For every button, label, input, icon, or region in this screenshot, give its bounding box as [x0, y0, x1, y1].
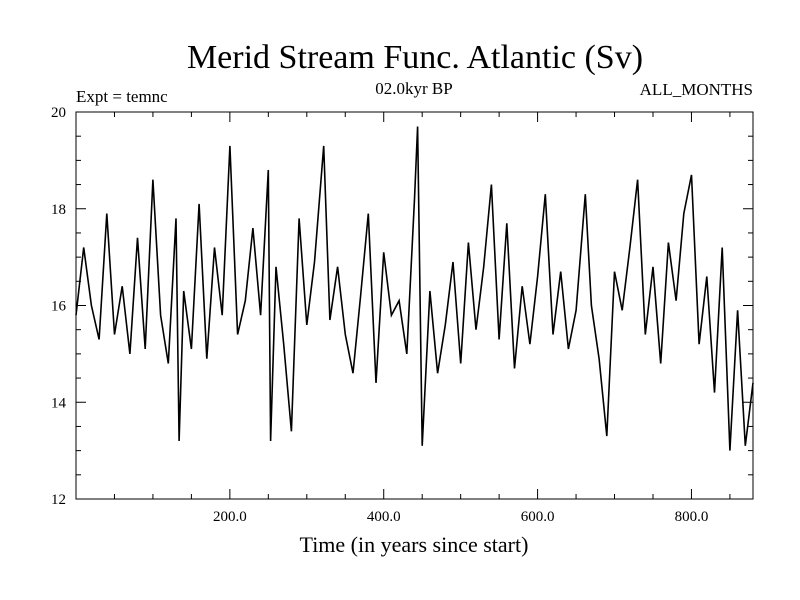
- x-tick-label: 200.0: [213, 509, 247, 525]
- y-tick-label: 20: [51, 105, 66, 121]
- x-axis-ticks: [113, 112, 731, 499]
- left-annotation: Expt = temnc: [76, 87, 168, 106]
- chart-title: Merid Stream Func. Atlantic (Sv): [187, 39, 643, 76]
- y-tick-labels: 12 14 16 18 20: [51, 105, 67, 508]
- y-tick-label: 12: [51, 492, 66, 508]
- x-tick-label: 800.0: [675, 509, 709, 525]
- chart-subtitle: 02.0kyr BP: [375, 79, 452, 98]
- y-tick-label: 18: [51, 202, 66, 218]
- x-tick-label: 400.0: [367, 509, 401, 525]
- series-line: [75, 126, 754, 451]
- x-tick-label: 600.0: [521, 509, 555, 525]
- y-tick-label: 16: [51, 299, 67, 315]
- right-annotation: ALL_MONTHS: [640, 80, 753, 99]
- y-tick-label: 14: [51, 395, 67, 411]
- x-tick-labels: 200.0 400.0 600.0 800.0: [213, 509, 708, 525]
- x-axis-label: Time (in years since start): [300, 532, 529, 557]
